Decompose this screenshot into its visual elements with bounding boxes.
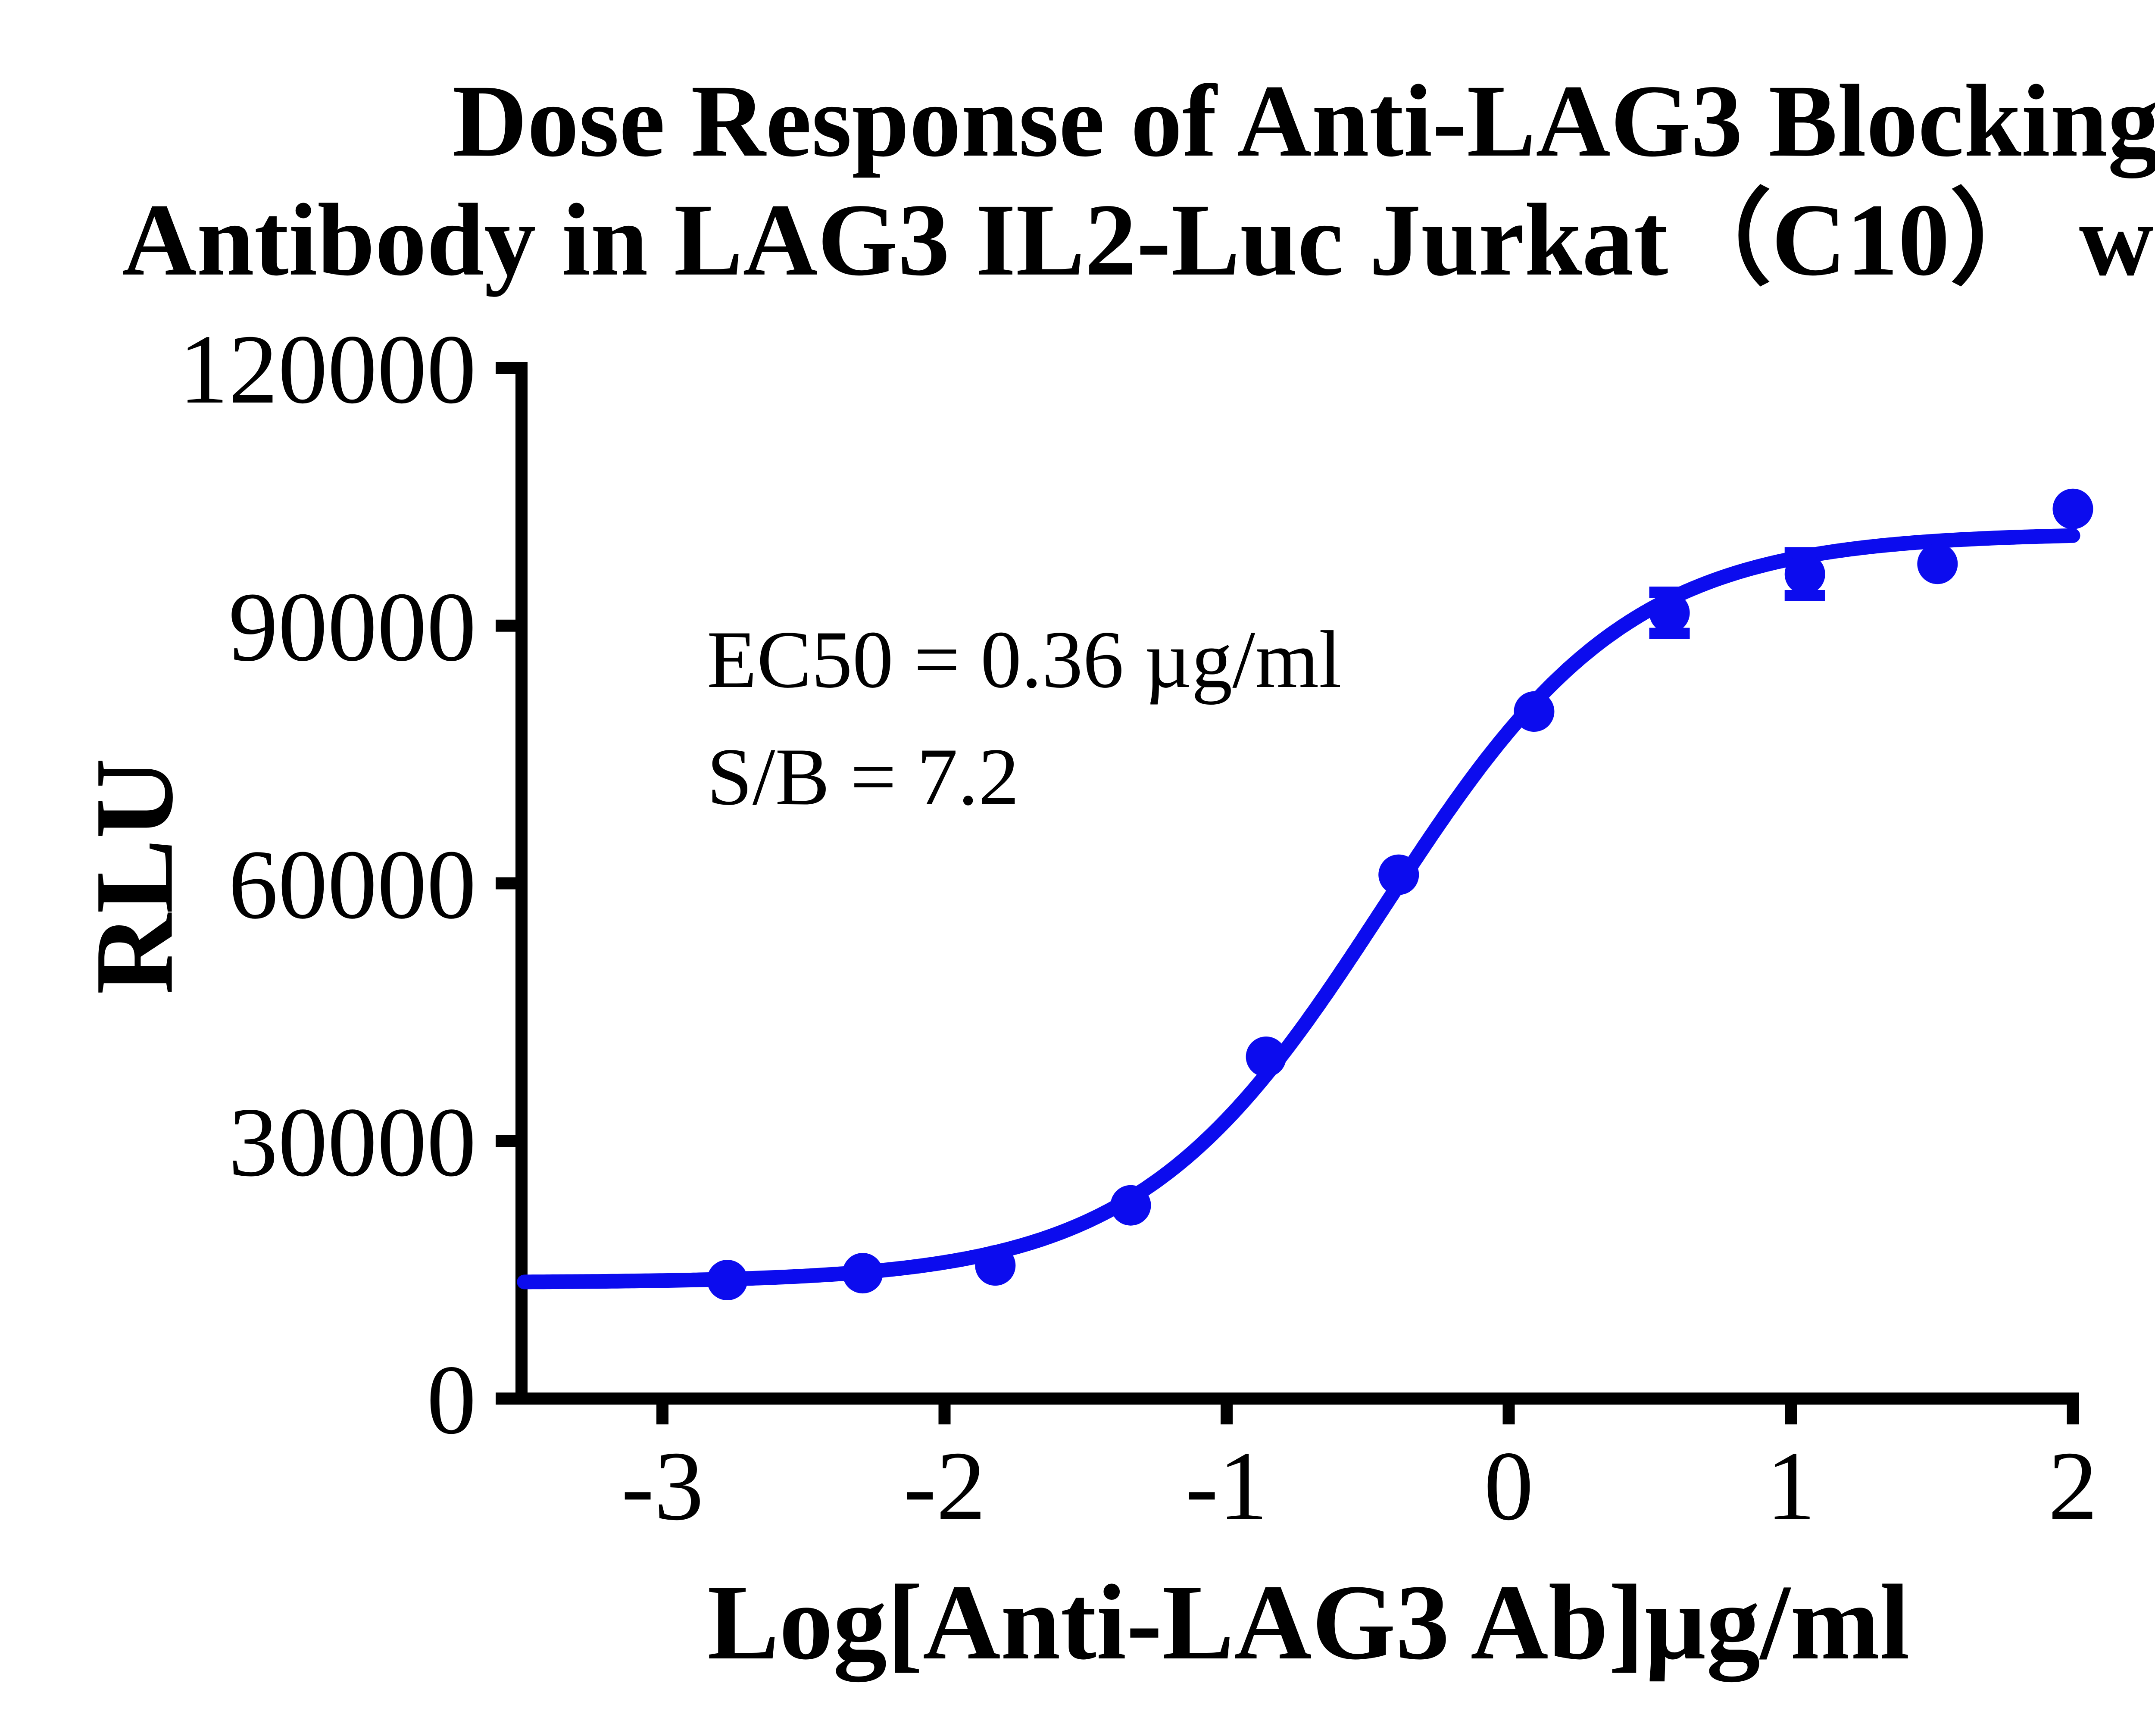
y-tick-label: 120000: [179, 314, 476, 424]
chart-title: Dose Response of Anti-LAG3 Blocking Anti…: [122, 61, 2155, 299]
data-points: [707, 488, 2093, 1301]
data-point: [2052, 488, 2093, 529]
x-tick-label: -3: [621, 1431, 704, 1541]
y-axis-tick-labels: 0 30000 60000 90000 120000: [179, 314, 476, 1455]
data-point: [1917, 543, 1958, 584]
data-point: [1110, 1185, 1151, 1226]
data-point: [842, 1253, 883, 1294]
data-point: [1246, 1036, 1287, 1077]
data-point: [1514, 691, 1555, 732]
x-tick-label: 0: [1484, 1431, 1533, 1541]
chart-title-line1: Dose Response of Anti-LAG3 Blocking: [452, 63, 2155, 178]
fit-annotation: EC50 = 0.36 µg/ml S/B = 7.2: [707, 601, 1342, 836]
y-tick-label: 30000: [228, 1087, 476, 1197]
y-tick-label: 60000: [228, 830, 476, 940]
fit-curve: [517, 528, 2080, 1290]
sb-annotation-line: S/B = 7.2: [707, 732, 1019, 822]
x-tick-label: 2: [2048, 1431, 2098, 1541]
x-axis-title: Log[Anti-LAG3 Ab]µg/ml: [707, 1563, 1910, 1682]
x-tick-label: -2: [903, 1431, 986, 1541]
x-tick-label: -1: [1185, 1431, 1268, 1541]
axes: [515, 362, 2079, 1405]
y-axis-ticks: [496, 362, 522, 1405]
data-point: [1378, 854, 1419, 895]
y-tick-label: 0: [427, 1345, 476, 1455]
x-axis-tick-labels: -3 -2 -1 0 1 2: [621, 1431, 2098, 1541]
ec50-annotation-line: EC50 = 0.36 µg/ml: [707, 615, 1342, 705]
x-tick-label: 1: [1766, 1431, 1816, 1541]
chart-title-line2: Antibody in LAG3 IL2-Luc Jurkat（C10） wit…: [122, 182, 2155, 297]
data-point: [975, 1245, 1016, 1286]
x-axis-ticks: [656, 1399, 2079, 1424]
data-point: [1649, 592, 1690, 633]
data-point: [707, 1260, 748, 1301]
data-point: [1784, 554, 1825, 595]
y-tick-label: 90000: [228, 572, 476, 682]
